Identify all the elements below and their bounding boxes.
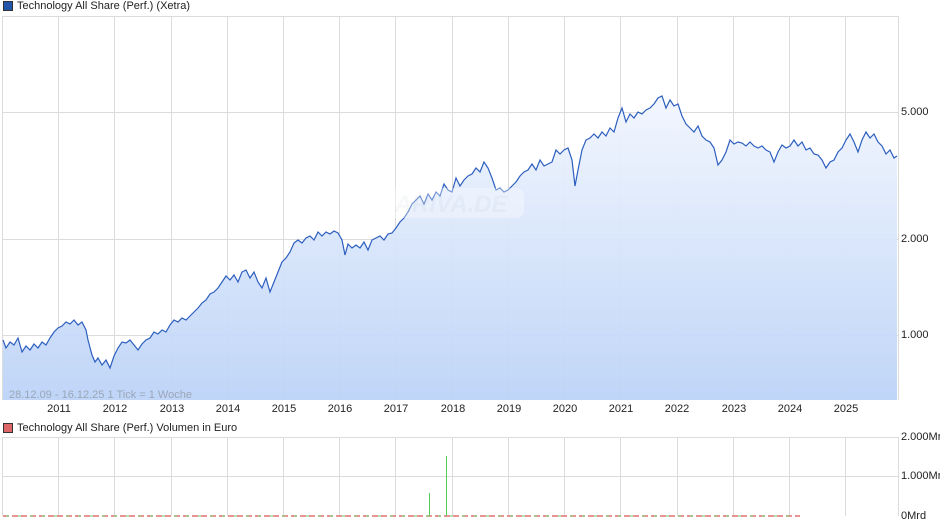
x-label: 2018 <box>440 403 466 415</box>
date-range-label: 28.12.09 - 16.12.25 1 Tick = 1 Woche <box>9 389 192 401</box>
x-label: 2023 <box>721 403 747 415</box>
x-label: 2021 <box>608 403 634 415</box>
x-label: 2022 <box>664 403 690 415</box>
x-label: 2020 <box>552 403 578 415</box>
volume-y-label-2000: 2.000Mrd <box>901 431 940 443</box>
y-label-1000: 1.000 <box>901 329 929 341</box>
x-label: 2011 <box>47 403 71 415</box>
price-line <box>2 95 898 370</box>
price-area <box>3 96 897 400</box>
x-label: 2024 <box>777 403 803 415</box>
volume-grid <box>2 437 899 516</box>
volume-legend-label: Technology All Share (Perf.) Volumen in … <box>17 422 238 434</box>
svg-text:ARIVA.DE: ARIVA.DE <box>394 191 509 218</box>
legend-swatch-blue <box>3 1 13 11</box>
main-legend: Technology All Share (Perf.) (Xetra) <box>3 0 190 12</box>
x-label: 2013 <box>159 403 185 415</box>
x-label: 2014 <box>215 403 241 415</box>
x-label: 2025 <box>833 403 859 415</box>
legend-swatch-red <box>3 423 13 433</box>
main-legend-label: Technology All Share (Perf.) (Xetra) <box>17 0 191 12</box>
x-label: 2017 <box>383 403 409 415</box>
x-label: 2015 <box>271 403 297 415</box>
volume-y-label-1000: 1.000Mrd <box>901 470 940 482</box>
volume-legend: Technology All Share (Perf.) Volumen in … <box>3 422 237 434</box>
y-label-2000: 2.000 <box>901 233 929 245</box>
x-label: 2012 <box>102 403 128 415</box>
volume-y-label-0: 0Mrd <box>901 510 927 522</box>
x-label: 2016 <box>327 403 353 415</box>
x-label: 2019 <box>496 403 522 415</box>
y-label-5000: 5.000 <box>901 106 929 118</box>
watermark: ARIVA.DE <box>378 188 524 218</box>
